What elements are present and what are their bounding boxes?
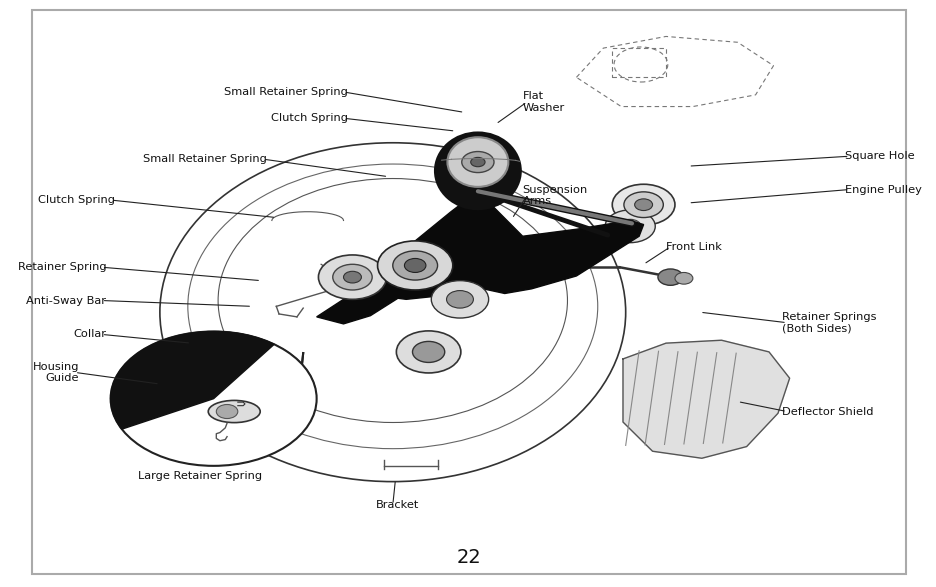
- Text: Retainer Springs
(Both Sides): Retainer Springs (Both Sides): [782, 312, 876, 333]
- Ellipse shape: [208, 400, 260, 423]
- Circle shape: [318, 255, 387, 299]
- Circle shape: [216, 404, 238, 419]
- Polygon shape: [622, 340, 789, 458]
- Text: Engine Pulley: Engine Pulley: [844, 184, 921, 194]
- Circle shape: [674, 272, 692, 284]
- Text: Anti-Sway Bar: Anti-Sway Bar: [26, 295, 106, 305]
- Text: Bracket: Bracket: [375, 500, 418, 510]
- Text: Front Link: Front Link: [665, 242, 721, 252]
- Circle shape: [396, 331, 461, 373]
- Text: Collar: Collar: [73, 329, 106, 339]
- Text: 22: 22: [456, 548, 481, 567]
- Polygon shape: [316, 191, 477, 324]
- Text: Large Retainer Spring: Large Retainer Spring: [138, 471, 262, 481]
- Text: Suspension
Arms: Suspension Arms: [522, 184, 587, 206]
- Circle shape: [461, 151, 493, 173]
- Text: Small Retainer Spring: Small Retainer Spring: [143, 154, 267, 164]
- Circle shape: [605, 210, 654, 242]
- Ellipse shape: [447, 137, 508, 187]
- Circle shape: [332, 264, 372, 290]
- Circle shape: [657, 269, 682, 285]
- Circle shape: [446, 291, 473, 308]
- Circle shape: [431, 281, 488, 318]
- Circle shape: [344, 271, 361, 283]
- Circle shape: [623, 192, 663, 218]
- Text: Small Retainer Spring: Small Retainer Spring: [224, 87, 347, 97]
- Circle shape: [392, 251, 437, 280]
- Text: Clutch Spring: Clutch Spring: [38, 195, 115, 205]
- Circle shape: [634, 199, 651, 211]
- Polygon shape: [110, 332, 274, 429]
- Text: Clutch Spring: Clutch Spring: [271, 113, 347, 123]
- Circle shape: [619, 220, 640, 233]
- Circle shape: [404, 258, 426, 272]
- Circle shape: [377, 241, 452, 290]
- Text: Retainer Spring: Retainer Spring: [18, 262, 106, 272]
- Circle shape: [412, 342, 445, 362]
- FancyBboxPatch shape: [32, 10, 905, 574]
- Ellipse shape: [435, 133, 519, 209]
- Text: Flat
Washer: Flat Washer: [522, 91, 564, 113]
- Polygon shape: [352, 191, 643, 299]
- Text: Deflector Shield: Deflector Shield: [782, 407, 873, 417]
- Text: Housing
Guide: Housing Guide: [33, 362, 80, 383]
- Circle shape: [110, 332, 316, 466]
- Circle shape: [470, 157, 485, 167]
- Circle shape: [611, 184, 674, 225]
- Text: Square Hole: Square Hole: [844, 151, 914, 161]
